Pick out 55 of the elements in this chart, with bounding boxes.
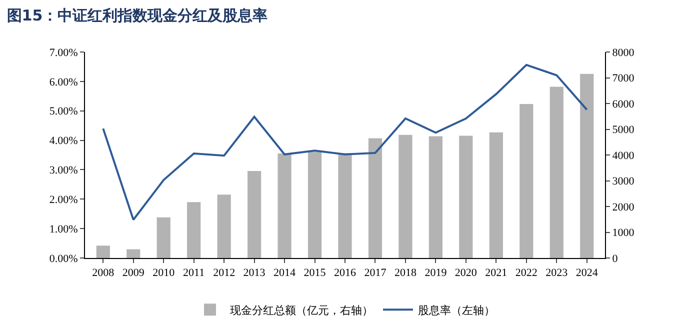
y2-tick-label: 6000 xyxy=(612,98,635,110)
x-tick-label: 2016 xyxy=(334,267,356,280)
bar xyxy=(338,153,352,258)
x-tick-label: 2015 xyxy=(304,267,326,280)
y2-tick-label: 1000 xyxy=(612,227,635,240)
x-tick-label: 2014 xyxy=(274,267,296,280)
bar xyxy=(489,132,503,258)
bar xyxy=(187,202,201,258)
x-tick-label: 2011 xyxy=(183,267,205,280)
x-tick-label: 2013 xyxy=(243,267,266,280)
x-tick-label: 2008 xyxy=(92,267,115,280)
x-tick-label: 2021 xyxy=(485,267,508,280)
y-tick-label: 0.00% xyxy=(49,252,78,265)
y2-tick-label: 7000 xyxy=(612,72,635,85)
x-tick-label: 2024 xyxy=(576,267,598,280)
y-tick-label: 5.00% xyxy=(49,106,78,118)
y-tick-label: 1.00% xyxy=(49,223,78,236)
x-tick-label: 2009 xyxy=(122,267,145,280)
x-tick-label: 2023 xyxy=(546,267,568,280)
bar xyxy=(156,217,170,258)
x-tick-label: 2017 xyxy=(364,267,387,280)
bar xyxy=(428,136,442,258)
y-tick-label: 6.00% xyxy=(49,76,78,88)
y2-tick-label: 2000 xyxy=(612,201,635,214)
bar xyxy=(580,74,594,258)
bar xyxy=(96,246,110,258)
y2-tick-label: 4000 xyxy=(612,150,635,162)
bar xyxy=(126,249,140,258)
bar xyxy=(459,136,473,258)
y2-tick-label: 3000 xyxy=(612,176,635,188)
x-tick-label: 2012 xyxy=(213,267,236,280)
y-tick-label: 2.00% xyxy=(49,194,78,206)
x-tick-label: 2019 xyxy=(424,267,448,280)
bar xyxy=(368,138,382,258)
x-tick-label: 2020 xyxy=(454,267,478,280)
bar xyxy=(217,194,231,258)
y2-tick-label: 0 xyxy=(612,252,618,265)
bar xyxy=(308,152,322,258)
y-tick-label: 4.00% xyxy=(49,135,78,148)
y2-tick-label: 8000 xyxy=(612,46,635,59)
bar xyxy=(550,86,564,258)
x-tick-label: 2010 xyxy=(152,267,176,280)
x-tick-label: 2018 xyxy=(394,267,417,280)
legend-label: 股息率（左轴） xyxy=(418,304,495,317)
x-tick-label: 2022 xyxy=(515,267,538,280)
y-tick-label: 3.00% xyxy=(49,164,78,177)
line-series xyxy=(102,64,588,221)
y-tick-label: 7.00% xyxy=(49,46,78,59)
chart-title: 图15：中证红利指数现金分红及股息率 xyxy=(6,6,268,25)
bar xyxy=(520,104,534,258)
bar xyxy=(278,153,292,258)
bar xyxy=(248,170,262,258)
y2-tick-label: 5000 xyxy=(612,124,635,136)
legend-label: 现金分红总额（亿元，右轴） xyxy=(230,304,373,317)
bar xyxy=(398,134,412,258)
